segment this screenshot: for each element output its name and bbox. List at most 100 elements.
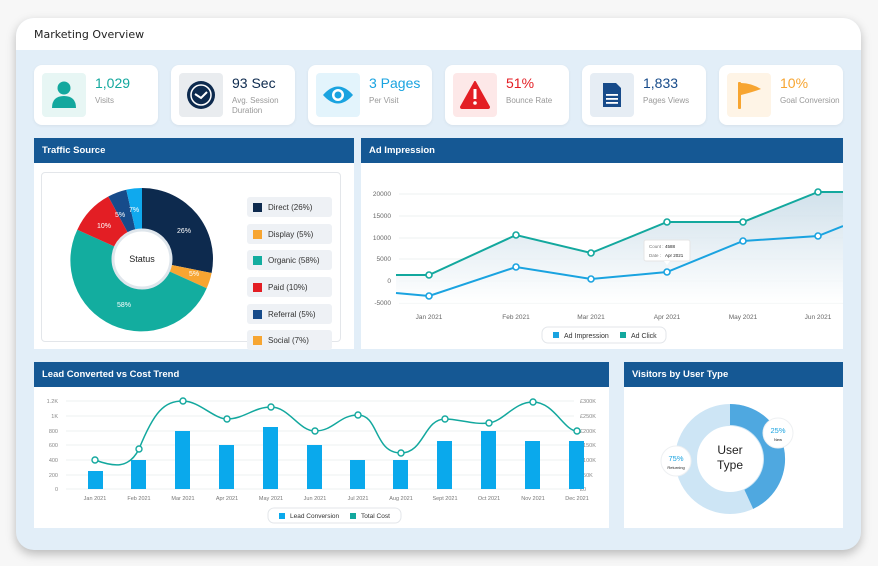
svg-text:7%: 7% — [129, 207, 139, 214]
svg-text:£150K: £150K — [580, 443, 596, 449]
legend-item-display[interactable]: Display (5%) — [247, 224, 332, 244]
svg-text:800: 800 — [49, 429, 58, 435]
visitors-user-type-panel: Visitors by User Type User Type 25% New … — [624, 362, 843, 528]
svg-text:75%: 75% — [668, 454, 683, 463]
svg-text:Count :: Count : — [649, 244, 664, 249]
svg-text:Ad Impression: Ad Impression — [564, 333, 609, 340]
legend-item-direct[interactable]: Direct (26%) — [247, 197, 332, 217]
svg-text:Dec 2021: Dec 2021 — [565, 496, 589, 502]
ad-impression-line-chart: 20000 15000 10000 5000 0 -5000 Count : — [373, 188, 843, 344]
svg-text:10%: 10% — [97, 223, 111, 230]
svg-text:4588: 4588 — [665, 244, 676, 249]
svg-text:Jan 2021: Jan 2021 — [84, 496, 107, 502]
svg-text:58%: 58% — [117, 302, 131, 309]
window-title: Marketing Overview — [34, 27, 145, 41]
svg-text:20000: 20000 — [373, 191, 391, 198]
svg-text:Nov 2021: Nov 2021 — [521, 496, 545, 502]
clock-icon — [179, 73, 223, 117]
svg-text:Feb 2021: Feb 2021 — [502, 314, 530, 321]
svg-text:Type: Type — [717, 458, 743, 472]
svg-text:1K: 1K — [51, 414, 58, 420]
panel-title: Ad Impression — [361, 138, 843, 163]
svg-text:Mar 2021: Mar 2021 — [577, 314, 605, 321]
window-titlebar: Marketing Overview — [16, 18, 861, 50]
svg-text:Ad Click: Ad Click — [631, 333, 657, 340]
svg-text:26%: 26% — [177, 228, 191, 235]
panel-title: Lead Converted vs Cost Trend — [34, 362, 609, 387]
kpi-label: Avg. Session Duration — [232, 96, 279, 115]
svg-text:May 2021: May 2021 — [259, 496, 283, 502]
svg-text:5%: 5% — [115, 212, 125, 219]
svg-text:User: User — [717, 443, 742, 457]
kpi-label: Visits — [95, 96, 114, 105]
traffic-donut-chart: Status 26% 5% 58% 10% 5% 7% — [70, 187, 213, 332]
svg-text:Apr 2021: Apr 2021 — [654, 314, 681, 321]
svg-text:Apr 2021: Apr 2021 — [665, 253, 684, 258]
svg-text:Date :: Date : — [649, 253, 661, 258]
svg-text:0: 0 — [55, 487, 58, 493]
legend-item-paid[interactable]: Paid (10%) — [247, 277, 332, 297]
svg-text:Jun 2021: Jun 2021 — [304, 496, 327, 502]
svg-text:Sept 2021: Sept 2021 — [432, 496, 457, 502]
svg-text:Oct 2021: Oct 2021 — [478, 496, 500, 502]
dashboard-window: Marketing Overview 1,029 Visits 93 Sec A… — [16, 18, 861, 550]
kpi-label: Per Visit — [369, 96, 399, 105]
svg-text:600: 600 — [49, 443, 58, 449]
panel-title: Traffic Source — [34, 138, 354, 163]
traffic-chart-area: Status 26% 5% 58% 10% 5% 7% — [41, 172, 341, 342]
kpi-label: Goal Conversion — [780, 96, 840, 105]
kpi-goal-conversion: 10% Goal Conversion — [719, 65, 843, 125]
svg-text:Lead Conversion: Lead Conversion — [290, 513, 340, 520]
svg-text:Total Cost: Total Cost — [361, 513, 390, 520]
svg-text:Aug 2021: Aug 2021 — [389, 496, 413, 502]
svg-text:£50K: £50K — [580, 473, 593, 479]
kpi-value: 51% — [506, 75, 535, 91]
document-icon — [590, 73, 634, 117]
lead-cost-combo-chart: 1.2K 1K 800 600 400 200 0 £300K £250K £2… — [47, 397, 596, 524]
svg-text:£200K: £200K — [580, 429, 596, 435]
svg-text:5000: 5000 — [377, 256, 392, 263]
ad-impression-panel: Ad Impression 20000 15000 10000 5000 0 -… — [361, 138, 843, 349]
panel-title: Visitors by User Type — [624, 362, 843, 387]
svg-text:5%: 5% — [189, 271, 199, 278]
lead-chart-legend: Lead Conversion Total Cost — [267, 507, 402, 524]
legend-item-referral[interactable]: Referral (5%) — [247, 304, 332, 324]
svg-text:£300K: £300K — [580, 399, 596, 405]
legend-item-social[interactable]: Social (7%) — [247, 330, 332, 350]
svg-text:15000: 15000 — [373, 213, 391, 220]
svg-text:0: 0 — [387, 278, 391, 285]
svg-text:Jul 2021: Jul 2021 — [348, 496, 369, 502]
user-icon — [42, 73, 86, 117]
svg-text:Apr 2021: Apr 2021 — [216, 496, 238, 502]
svg-text:1.2K: 1.2K — [47, 399, 59, 405]
svg-text:£250K: £250K — [580, 414, 596, 420]
svg-text:200: 200 — [49, 473, 58, 479]
svg-text:25%: 25% — [770, 426, 785, 435]
traffic-source-panel: Traffic Source Status 26% 5% 58% 10% 5% — [34, 138, 354, 350]
kpi-visits: 1,029 Visits — [34, 65, 158, 125]
svg-text:Feb 2021: Feb 2021 — [127, 496, 150, 502]
visitors-donut-chart: User Type 25% New 75% Returning — [660, 403, 794, 514]
kpi-bounce-rate: 51% Bounce Rate — [445, 65, 569, 125]
svg-text:10000: 10000 — [373, 235, 391, 242]
svg-text:Jun 2021: Jun 2021 — [805, 314, 832, 321]
eye-icon — [316, 73, 360, 117]
svg-text:May 2021: May 2021 — [729, 314, 758, 321]
kpi-page-views: 1,833 Pages Views — [582, 65, 706, 125]
kpi-value: 93 Sec — [232, 75, 276, 91]
svg-text:New: New — [774, 437, 782, 442]
lead-cost-panel: Lead Converted vs Cost Trend 1.2K 1K 800… — [34, 362, 609, 528]
kpi-session-duration: 93 Sec Avg. Session Duration — [171, 65, 295, 125]
kpi-value: 1,833 — [643, 75, 679, 91]
svg-text:£100K: £100K — [580, 458, 596, 464]
warning-icon — [453, 73, 497, 117]
legend-item-organic[interactable]: Organic (58%) — [247, 250, 332, 270]
kpi-label: Pages Views — [643, 96, 690, 105]
ad-chart-legend: Ad Impression Ad Click — [541, 326, 667, 344]
donut-center-label: Status — [129, 254, 155, 264]
kpi-value: 1,029 — [95, 75, 131, 91]
svg-text:Returning: Returning — [667, 465, 684, 470]
svg-text:Mar 2021: Mar 2021 — [171, 496, 194, 502]
kpi-value: 10% — [780, 75, 809, 91]
kpi-label: Bounce Rate — [506, 96, 553, 105]
